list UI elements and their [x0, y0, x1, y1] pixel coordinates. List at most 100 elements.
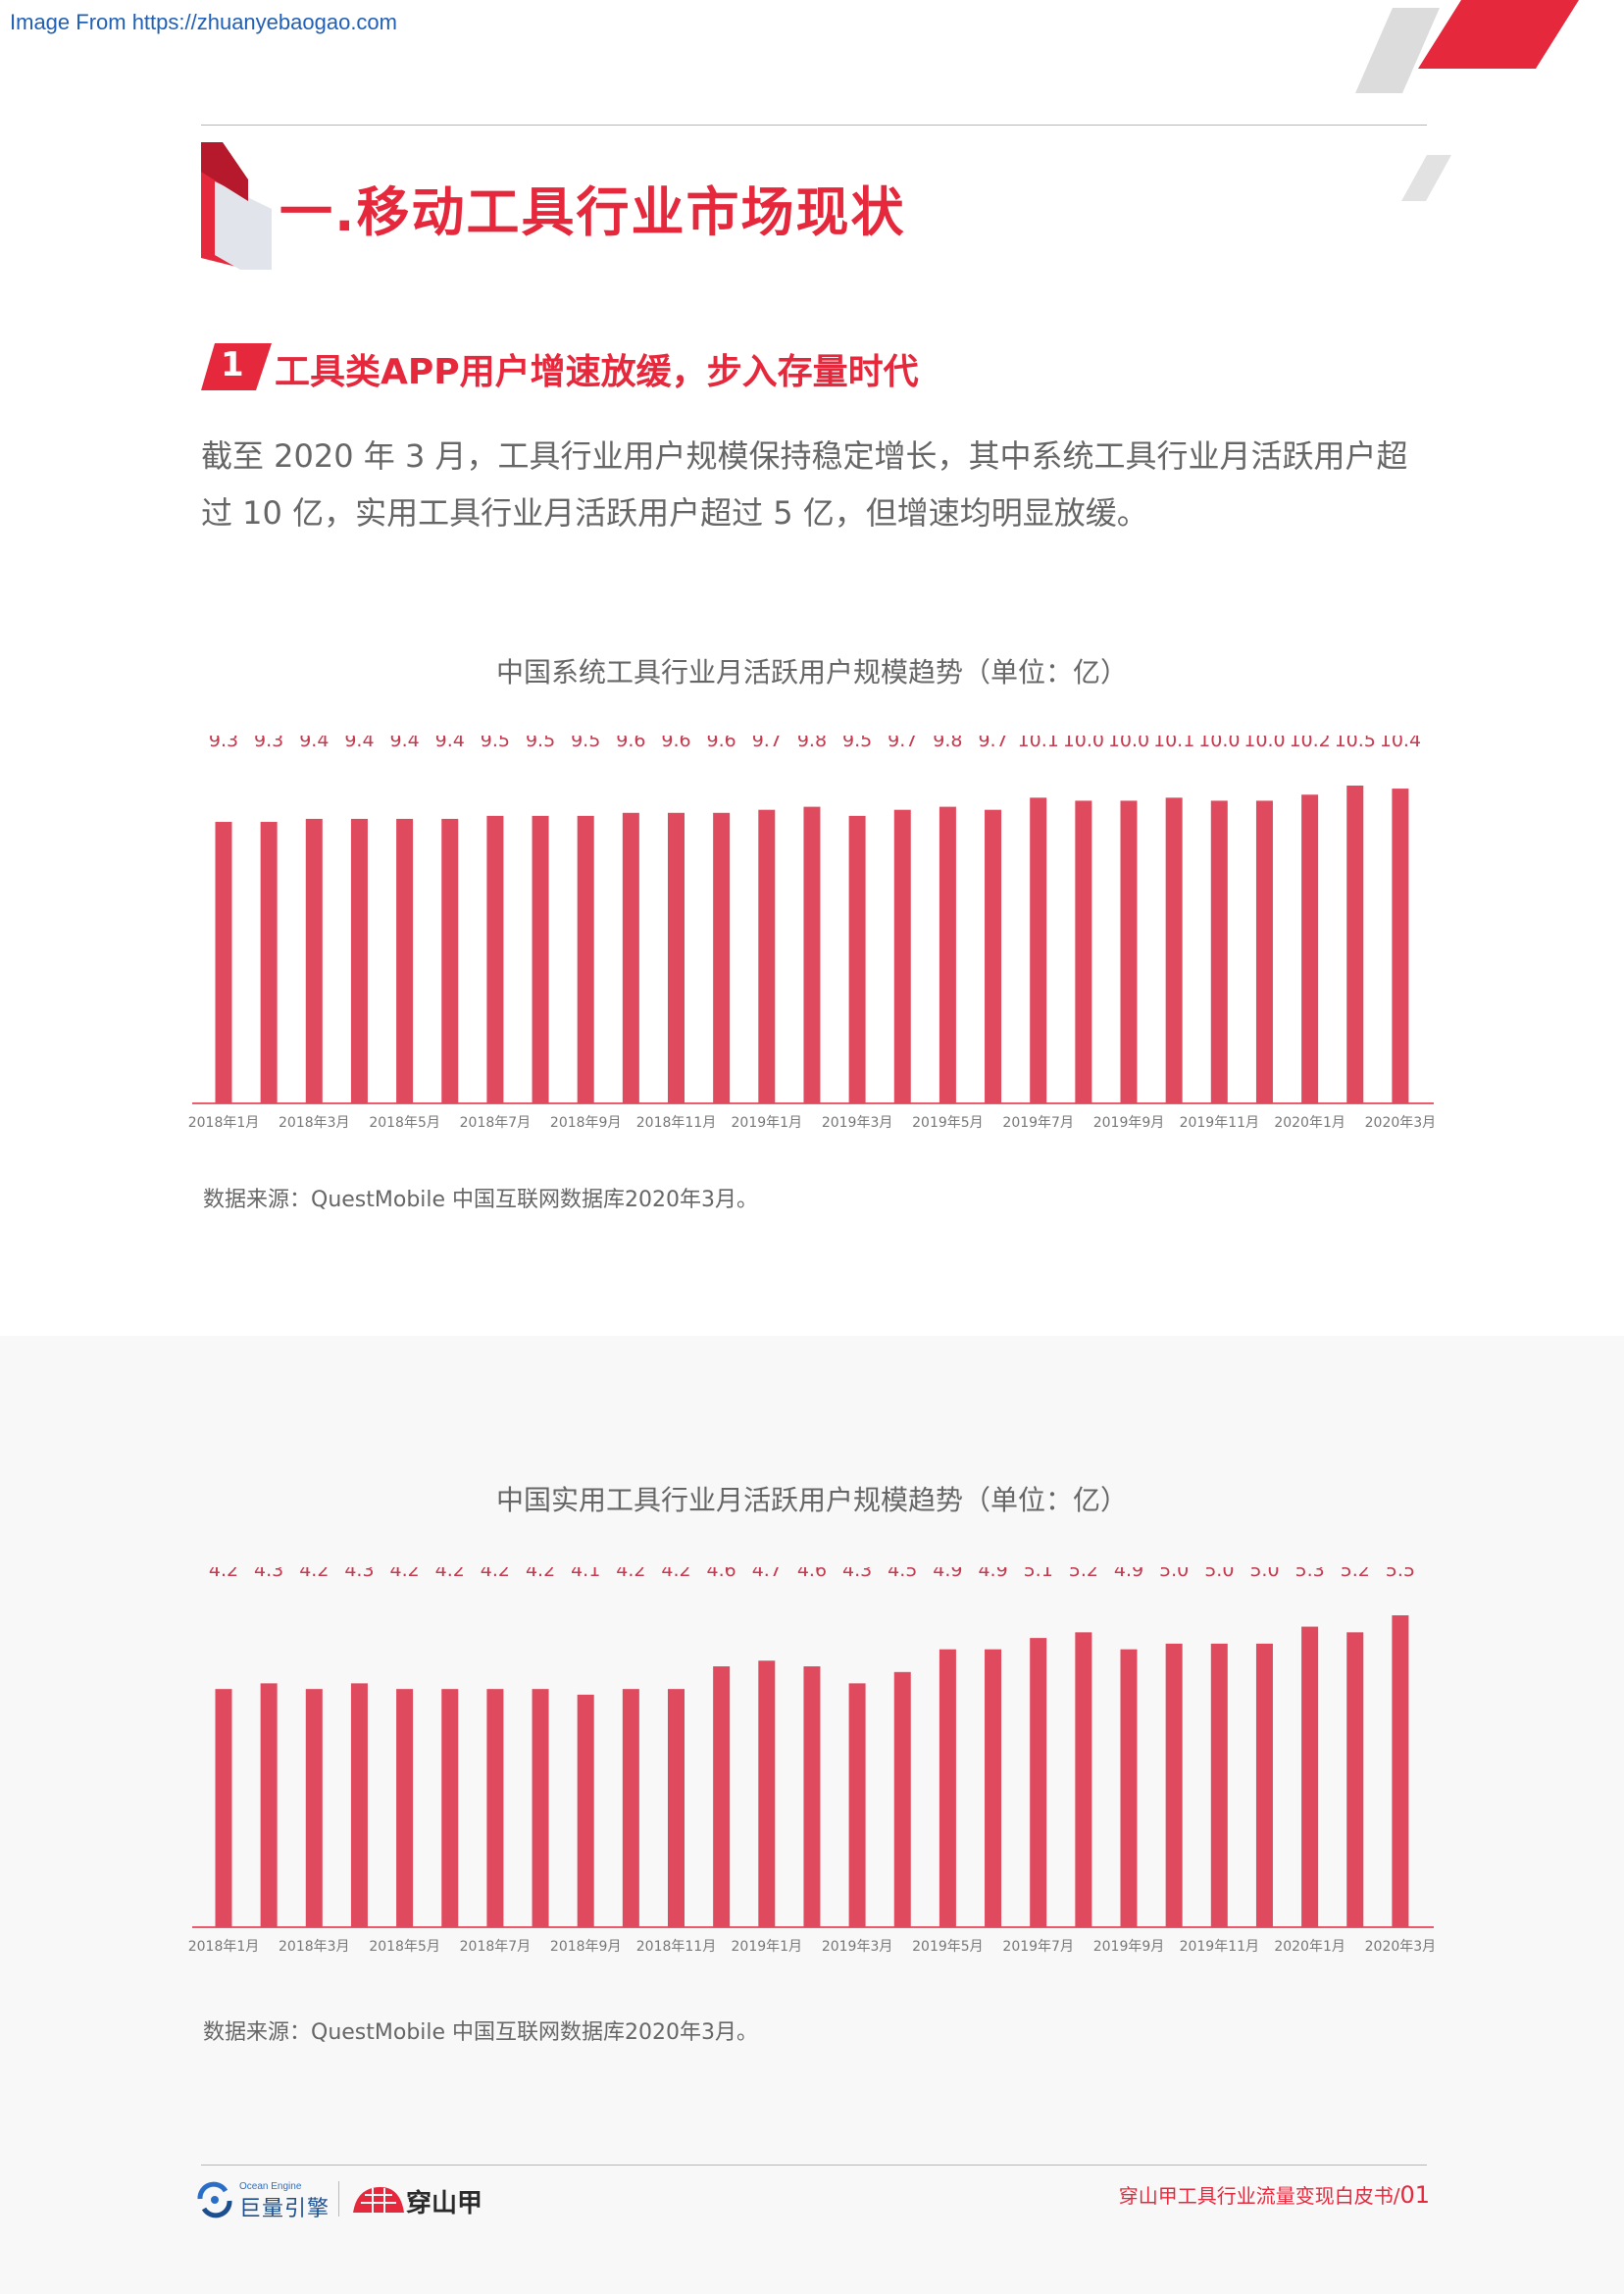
bar-value-label: 9.4	[389, 736, 419, 751]
bar	[351, 819, 368, 1103]
bar	[1166, 797, 1183, 1103]
bar-value-label: 4.9	[978, 1567, 1007, 1581]
bar	[758, 1660, 775, 1927]
x-tick-label: 2019年5月	[912, 1115, 984, 1131]
bar	[1075, 1632, 1091, 1927]
x-tick-label: 2018年5月	[369, 1939, 440, 1955]
bar	[1392, 1615, 1408, 1927]
bar-value-label: 4.1	[571, 1567, 600, 1581]
x-tick-label: 2020年3月	[1365, 1115, 1437, 1131]
subsection-number: 1	[221, 345, 244, 384]
header-divider	[201, 125, 1427, 126]
bar	[939, 807, 956, 1103]
bar	[1211, 800, 1228, 1103]
bar	[216, 822, 232, 1103]
bar	[1301, 1627, 1318, 1927]
bar	[578, 1695, 594, 1927]
bar-value-label: 10.1	[1153, 736, 1194, 751]
bar-value-label: 9.5	[571, 736, 600, 751]
bar	[623, 1689, 639, 1927]
bar-value-label: 5.0	[1204, 1567, 1234, 1581]
bar-value-label: 4.7	[752, 1567, 782, 1581]
page-number: 01	[1399, 2181, 1430, 2209]
section-marker-icon	[201, 142, 272, 270]
x-tick-label: 2018年9月	[550, 1939, 622, 1955]
bar	[1256, 800, 1273, 1103]
bar-value-label: 4.9	[1114, 1567, 1143, 1581]
bar	[216, 1689, 232, 1927]
x-tick-label: 2019年9月	[1093, 1115, 1165, 1131]
bar-value-label: 10.4	[1380, 736, 1421, 751]
x-tick-label: 2020年1月	[1274, 1115, 1345, 1131]
bar-value-label: 4.2	[435, 1567, 465, 1581]
x-tick-label: 2018年7月	[460, 1115, 532, 1131]
bar	[533, 816, 549, 1103]
x-tick-label: 2018年7月	[460, 1939, 532, 1955]
bar	[1392, 789, 1408, 1103]
bar-value-label: 9.7	[888, 736, 917, 751]
bar-value-label: 5.0	[1159, 1567, 1189, 1581]
bar-value-label: 4.3	[344, 1567, 374, 1581]
bar-value-label: 9.5	[526, 736, 555, 751]
bar	[803, 807, 820, 1103]
bar	[1346, 786, 1363, 1103]
x-tick-label: 2019年11月	[1180, 1939, 1259, 1955]
bar	[803, 1666, 820, 1927]
x-tick-label: 2018年1月	[188, 1115, 260, 1131]
footer-document-title: 穿山甲工具行业流量变现白皮书/01	[1119, 2180, 1430, 2209]
bar	[1121, 1650, 1138, 1927]
bar	[351, 1683, 368, 1927]
bar-value-label: 9.7	[752, 736, 782, 751]
bar	[1121, 800, 1138, 1103]
bar	[758, 810, 775, 1103]
chart-1-system-tools-bar-chart: 9.3 9.3 9.4 9.4 9.4 9.4 9.5 9.5 9.5 9.6 9.6 9.6 9.7 9…	[0, 736, 1624, 1187]
bar	[1346, 1632, 1363, 1927]
x-tick-label: 2018年11月	[636, 1939, 716, 1955]
bar-value-label: 5.2	[1069, 1567, 1098, 1581]
bar-value-label: 4.2	[526, 1567, 555, 1581]
bar-value-label: 4.6	[707, 1567, 736, 1581]
bar-value-label: 10.0	[1108, 736, 1149, 751]
subsection-title: 工具类APP用户增速放缓，步入存量时代	[275, 343, 919, 394]
x-tick-label: 2018年3月	[279, 1115, 350, 1131]
x-tick-label: 2019年7月	[1002, 1115, 1074, 1131]
bar	[1256, 1644, 1273, 1927]
bar	[1166, 1644, 1183, 1927]
chart-2-source-note: 数据来源：QuestMobile 中国互联网数据库2020年3月。	[203, 2014, 758, 2046]
bar-value-label: 9.6	[616, 736, 645, 751]
bar	[533, 1689, 549, 1927]
bar-value-label: 9.7	[978, 736, 1007, 751]
bar	[441, 819, 458, 1103]
bar-value-label: 10.1	[1018, 736, 1059, 751]
chart-2-title: 中国实用工具行业月活跃用户规模趋势（单位：亿）	[0, 1479, 1624, 1518]
pangolin-logo-text: 穿山甲	[406, 2183, 482, 2219]
bar-value-label: 5.5	[1386, 1567, 1415, 1581]
bar-value-label: 4.2	[616, 1567, 645, 1581]
bar-value-label: 5.2	[1341, 1567, 1370, 1581]
bar	[623, 813, 639, 1103]
section-title: 一.移动工具行业市场现状	[279, 169, 906, 246]
bar-value-label: 10.2	[1289, 736, 1330, 751]
bar-value-label: 9.3	[209, 736, 238, 751]
chart-1-title: 中国系统工具行业月活跃用户规模趋势（单位：亿）	[0, 651, 1624, 690]
bar-value-label: 4.2	[299, 1567, 329, 1581]
bar-value-label: 9.5	[842, 736, 872, 751]
x-tick-label: 2018年5月	[369, 1115, 440, 1131]
bar	[849, 816, 866, 1103]
bar	[668, 813, 685, 1103]
bar-value-label: 4.3	[842, 1567, 872, 1581]
bar-value-label: 4.3	[254, 1567, 283, 1581]
bar	[486, 1689, 503, 1927]
x-tick-label: 2019年9月	[1093, 1939, 1165, 1955]
bar	[1075, 800, 1091, 1103]
intro-paragraph: 截至 2020 年 3 月，工具行业用户规模保持稳定增长，其中系统工具行业月活跃…	[201, 428, 1427, 541]
bar-value-label: 10.0	[1243, 736, 1285, 751]
bar-value-label: 9.5	[481, 736, 510, 751]
bar-value-label: 9.8	[933, 736, 962, 751]
bar-value-label: 5.3	[1294, 1567, 1324, 1581]
x-tick-label: 2020年3月	[1365, 1939, 1437, 1955]
bar	[894, 1672, 911, 1927]
x-tick-label: 2019年11月	[1180, 1115, 1259, 1131]
bar-value-label: 10.0	[1198, 736, 1240, 751]
bar	[306, 1689, 323, 1927]
